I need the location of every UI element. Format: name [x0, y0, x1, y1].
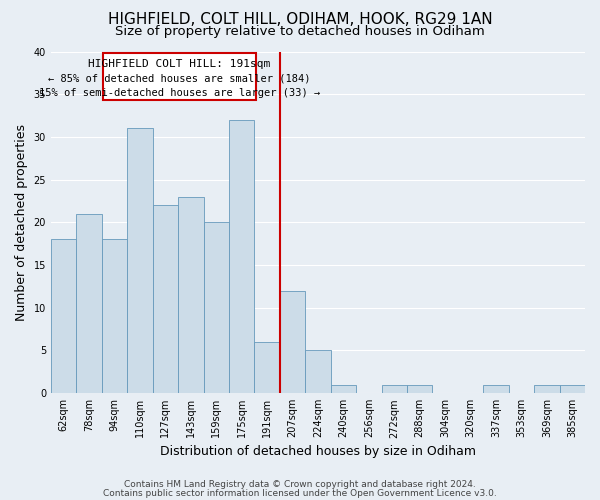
Bar: [331, 384, 356, 393]
Bar: [560, 384, 585, 393]
Bar: [152, 206, 178, 393]
Bar: [407, 384, 433, 393]
Bar: [203, 222, 229, 393]
Bar: [178, 196, 203, 393]
Y-axis label: Number of detached properties: Number of detached properties: [15, 124, 28, 321]
Text: HIGHFIELD COLT HILL: 191sqm: HIGHFIELD COLT HILL: 191sqm: [88, 59, 271, 69]
Bar: [305, 350, 331, 393]
Text: HIGHFIELD, COLT HILL, ODIHAM, HOOK, RG29 1AN: HIGHFIELD, COLT HILL, ODIHAM, HOOK, RG29…: [107, 12, 493, 28]
Bar: [51, 240, 76, 393]
Bar: [280, 290, 305, 393]
Bar: [534, 384, 560, 393]
Bar: [483, 384, 509, 393]
Bar: [254, 342, 280, 393]
X-axis label: Distribution of detached houses by size in Odiham: Distribution of detached houses by size …: [160, 444, 476, 458]
Text: ← 85% of detached houses are smaller (184): ← 85% of detached houses are smaller (18…: [48, 74, 311, 84]
Bar: [229, 120, 254, 393]
Text: Size of property relative to detached houses in Odiham: Size of property relative to detached ho…: [115, 25, 485, 38]
Bar: [76, 214, 102, 393]
Text: Contains HM Land Registry data © Crown copyright and database right 2024.: Contains HM Land Registry data © Crown c…: [124, 480, 476, 489]
Text: 15% of semi-detached houses are larger (33) →: 15% of semi-detached houses are larger (…: [39, 88, 320, 98]
Text: Contains public sector information licensed under the Open Government Licence v3: Contains public sector information licen…: [103, 488, 497, 498]
FancyBboxPatch shape: [103, 53, 256, 100]
Bar: [102, 240, 127, 393]
Bar: [382, 384, 407, 393]
Bar: [127, 128, 152, 393]
